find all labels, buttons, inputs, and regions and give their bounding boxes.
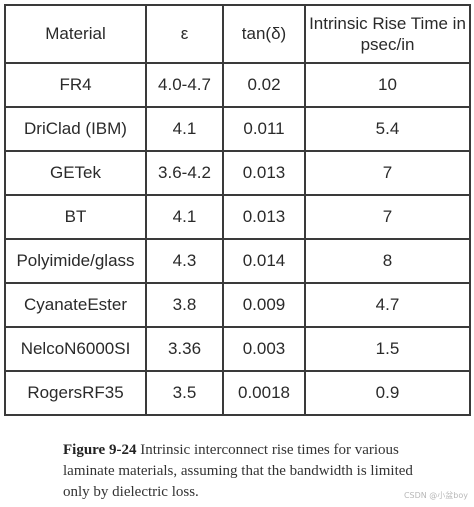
- cell-rise-time: 7: [304, 150, 471, 196]
- cell-epsilon: 4.1: [145, 194, 224, 240]
- cell-material: DriClad (IBM): [4, 106, 147, 152]
- table-header-row: Material ε tan(δ) Intrinsic Rise Time in…: [4, 4, 471, 64]
- cell-rise-time: 5.4: [304, 106, 471, 152]
- table-row: Polyimide/glass 4.3 0.014 8: [4, 238, 471, 284]
- cell-tan-delta: 0.013: [222, 150, 306, 196]
- cell-rise-time: 4.7: [304, 282, 471, 328]
- cell-epsilon: 4.0-4.7: [145, 62, 224, 108]
- header-epsilon: ε: [145, 4, 224, 64]
- figure-label: Figure 9-24: [63, 442, 137, 458]
- table-row: NelcoN6000SI 3.36 0.003 1.5: [4, 326, 471, 372]
- cell-epsilon: 3.36: [145, 326, 224, 372]
- table-row: FR4 4.0-4.7 0.02 10: [4, 62, 471, 108]
- cell-tan-delta: 0.009: [222, 282, 306, 328]
- table-row: CyanateEster 3.8 0.009 4.7: [4, 282, 471, 328]
- cell-tan-delta: 0.013: [222, 194, 306, 240]
- cell-material: Polyimide/glass: [4, 238, 147, 284]
- cell-epsilon: 4.3: [145, 238, 224, 284]
- table-row: RogersRF35 3.5 0.0018 0.9: [4, 370, 471, 416]
- cell-rise-time: 7: [304, 194, 471, 240]
- cell-tan-delta: 0.014: [222, 238, 306, 284]
- cell-rise-time: 8: [304, 238, 471, 284]
- figure-caption: Figure 9-24 Intrinsic interconnect rise …: [63, 440, 423, 503]
- laminate-table: Material ε tan(δ) Intrinsic Rise Time in…: [4, 4, 471, 416]
- cell-rise-time: 1.5: [304, 326, 471, 372]
- cell-material: GETek: [4, 150, 147, 196]
- cell-epsilon: 4.1: [145, 106, 224, 152]
- cell-material: BT: [4, 194, 147, 240]
- cell-epsilon: 3.6-4.2: [145, 150, 224, 196]
- cell-tan-delta: 0.011: [222, 106, 306, 152]
- watermark: CSDN @小盆boy: [403, 491, 468, 500]
- cell-rise-time: 10: [304, 62, 471, 108]
- header-material: Material: [4, 4, 147, 64]
- cell-epsilon: 3.5: [145, 370, 224, 416]
- cell-material: CyanateEster: [4, 282, 147, 328]
- header-rise-time: Intrinsic Rise Time in psec/in: [304, 4, 471, 64]
- cell-tan-delta: 0.02: [222, 62, 306, 108]
- caption-text: Intrinsic interconnect rise times for va…: [63, 442, 413, 500]
- table-row: DriClad (IBM) 4.1 0.011 5.4: [4, 106, 471, 152]
- cell-tan-delta: 0.0018: [222, 370, 306, 416]
- cell-material: RogersRF35: [4, 370, 147, 416]
- cell-rise-time: 0.9: [304, 370, 471, 416]
- table-row: BT 4.1 0.013 7: [4, 194, 471, 240]
- cell-tan-delta: 0.003: [222, 326, 306, 372]
- cell-material: FR4: [4, 62, 147, 108]
- cell-epsilon: 3.8: [145, 282, 224, 328]
- table-row: GETek 3.6-4.2 0.013 7: [4, 150, 471, 196]
- cell-material: NelcoN6000SI: [4, 326, 147, 372]
- header-tan-delta: tan(δ): [222, 4, 306, 64]
